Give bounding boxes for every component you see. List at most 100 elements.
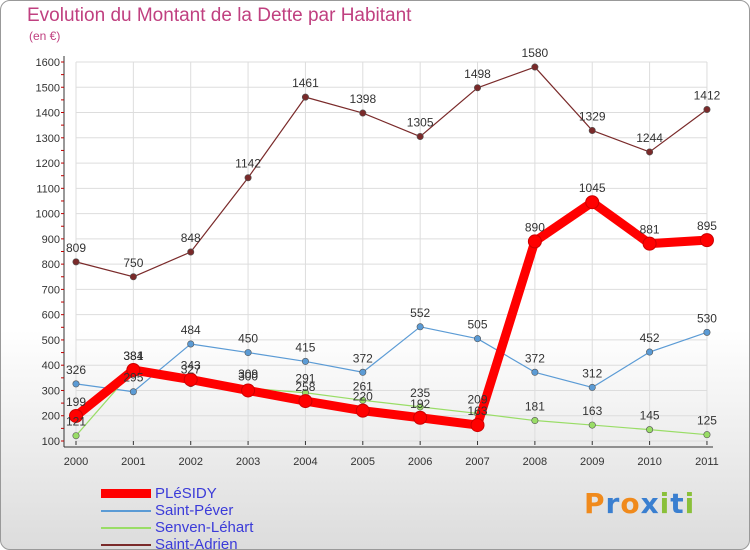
x-tick-label: 2001	[121, 456, 145, 468]
data-point	[359, 109, 367, 117]
y-tick-label: 600	[42, 310, 60, 322]
legend: PLéSIDY Saint-Péver Senven-Léhart Saint-Adr…	[101, 485, 253, 550]
y-tick-label: 1000	[36, 209, 60, 221]
data-label: 372	[525, 351, 545, 365]
y-tick-label: 1100	[36, 183, 60, 195]
data-point	[244, 174, 252, 182]
y-tick-label: 900	[42, 234, 60, 246]
data-point	[527, 234, 542, 249]
data-point	[359, 396, 367, 404]
data-label: 327	[181, 363, 201, 377]
data-label: 552	[410, 306, 430, 320]
data-point	[474, 335, 482, 343]
data-label: 1142	[235, 157, 261, 171]
logo-letter: i	[684, 487, 696, 520]
data-point	[72, 258, 80, 266]
data-point	[72, 432, 80, 440]
data-label: 750	[123, 256, 143, 270]
y-tick-label: 1300	[36, 133, 60, 145]
data-label: 809	[66, 241, 86, 255]
data-label: 1461	[292, 76, 319, 90]
grid-layer	[75, 61, 708, 442]
data-label: 1045	[579, 181, 606, 195]
y-tick-label: 400	[42, 360, 60, 372]
y-tick-label: 1600	[36, 57, 60, 69]
data-label: 848	[181, 231, 201, 245]
y-tick-label: 1200	[36, 158, 60, 170]
y-tick-label: 1400	[36, 108, 60, 120]
legend-item: Saint-Adrien	[101, 536, 253, 550]
data-point	[588, 421, 596, 429]
data-label: 372	[353, 351, 373, 365]
y-tick-label: 200	[42, 411, 60, 423]
data-label: 895	[697, 219, 717, 233]
logo-letter: r	[605, 487, 621, 520]
y-tick-label: 500	[42, 335, 60, 347]
data-label: 192	[410, 397, 430, 411]
x-tick-label: 2008	[523, 456, 547, 468]
data-label: 384	[123, 349, 143, 363]
x-tick-label: 2004	[293, 456, 317, 468]
data-point	[646, 348, 654, 356]
y-tick-label: 800	[42, 259, 60, 271]
data-point	[588, 383, 596, 391]
legend-item: Saint-Péver	[101, 502, 253, 519]
x-tick-label: 2009	[580, 456, 604, 468]
data-label-layer: 809 750 848 1142 1461 1398 1305 1498 1580 1329 124…	[66, 46, 721, 429]
data-point	[126, 363, 141, 378]
data-point	[129, 388, 137, 396]
data-point	[646, 426, 654, 434]
data-label: 163	[468, 404, 488, 418]
data-point	[298, 394, 313, 409]
series-line-pl-sidy	[71, 197, 712, 430]
data-label: 145	[640, 409, 660, 423]
data-point	[241, 383, 256, 398]
data-point	[69, 408, 83, 423]
unit-label: (en €)	[29, 29, 61, 43]
data-point	[416, 403, 424, 411]
data-label: 258	[295, 380, 315, 394]
data-label: 505	[468, 318, 488, 332]
logo-letter: i	[659, 487, 671, 520]
data-point	[699, 233, 714, 248]
data-point	[413, 410, 428, 425]
logo-letter: t	[670, 487, 685, 520]
series-line-saint-adrien	[75, 66, 708, 278]
data-point	[187, 248, 195, 256]
x-tick-label: 2000	[64, 456, 88, 468]
y-tick-label: 1500	[36, 82, 60, 94]
x-tick-label: 2006	[408, 456, 432, 468]
y-tick-label: 100	[42, 436, 60, 448]
data-point	[703, 431, 711, 439]
data-point	[585, 195, 600, 210]
data-label: 209	[468, 392, 488, 406]
series-line-saint-p-ver	[75, 326, 708, 393]
data-point	[301, 93, 309, 101]
data-point	[301, 357, 309, 365]
chart-title: Evolution du Montant de la Dette par Hab…	[27, 5, 412, 26]
x-tick-label: 2005	[351, 456, 375, 468]
legend-label: Saint-Péver	[155, 502, 234, 519]
data-label: 220	[353, 390, 373, 404]
logo-letter: o	[620, 487, 641, 520]
data-point	[244, 349, 252, 357]
data-label: 1498	[464, 67, 491, 81]
y-tick-label: 700	[42, 284, 60, 296]
data-label: 1329	[579, 109, 606, 123]
legend-label: Saint-Adrien	[155, 536, 238, 550]
data-label: 181	[525, 400, 545, 414]
data-label: 890	[525, 220, 545, 234]
data-point	[470, 418, 485, 433]
legend-swatch	[101, 489, 151, 498]
logo-letter: x	[640, 487, 660, 520]
data-point	[703, 328, 711, 336]
legend-item: PLéSIDY	[101, 485, 253, 502]
data-point	[359, 368, 367, 376]
x-tick-label: 2007	[465, 456, 489, 468]
data-label: 300	[238, 369, 258, 383]
axis-layer: 100 200 300 400 500 600 700 800 900 1000 1100 1200 1…	[36, 56, 719, 468]
data-label: 415	[295, 340, 315, 354]
data-point	[531, 63, 539, 71]
